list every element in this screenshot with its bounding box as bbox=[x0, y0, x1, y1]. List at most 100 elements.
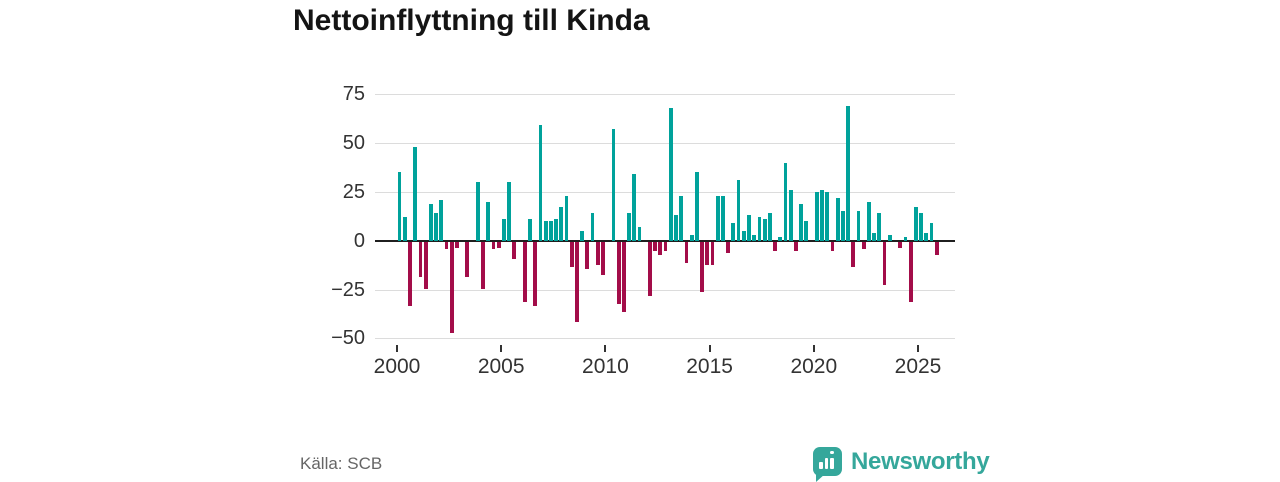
bar bbox=[548, 221, 553, 241]
bar bbox=[882, 241, 887, 285]
bar bbox=[679, 195, 684, 241]
bar bbox=[580, 230, 585, 241]
bar bbox=[402, 217, 407, 241]
bar bbox=[496, 241, 501, 248]
bar bbox=[861, 241, 866, 250]
bar bbox=[684, 241, 689, 264]
bar bbox=[486, 201, 491, 241]
bar bbox=[632, 174, 637, 241]
bar bbox=[475, 182, 480, 241]
y-axis-label: −50 bbox=[331, 327, 365, 350]
bar bbox=[856, 211, 861, 241]
bar bbox=[705, 241, 710, 266]
gridline bbox=[375, 191, 955, 193]
x-axis-tick bbox=[604, 345, 607, 352]
x-axis-label: 2000 bbox=[373, 355, 421, 378]
bar bbox=[465, 241, 470, 277]
x-axis-tick bbox=[500, 345, 503, 352]
logo-bar-icon bbox=[830, 458, 834, 469]
bar bbox=[799, 203, 804, 241]
bar bbox=[804, 221, 809, 241]
bar bbox=[778, 236, 783, 241]
bar bbox=[637, 227, 642, 241]
logo-dot-icon bbox=[830, 450, 834, 454]
bar bbox=[444, 241, 449, 250]
logo-bar-icon bbox=[824, 458, 828, 469]
bar bbox=[668, 107, 673, 241]
bar bbox=[773, 241, 777, 252]
bar bbox=[715, 195, 720, 241]
bar bbox=[710, 241, 715, 266]
x-axis-tick bbox=[812, 345, 815, 352]
bar bbox=[439, 199, 444, 241]
bar bbox=[908, 241, 913, 303]
bar bbox=[528, 219, 532, 241]
bar bbox=[522, 241, 527, 303]
bar bbox=[840, 211, 845, 241]
x-axis-label: 2015 bbox=[686, 355, 733, 378]
bar bbox=[694, 172, 699, 241]
x-axis-tick bbox=[917, 345, 919, 352]
bar bbox=[726, 241, 731, 254]
bar bbox=[397, 172, 402, 241]
bar bbox=[924, 232, 929, 241]
bar bbox=[554, 219, 558, 241]
gridline bbox=[375, 338, 955, 340]
bar bbox=[867, 201, 871, 241]
bar bbox=[757, 217, 762, 241]
bar bbox=[423, 241, 428, 289]
y-axis-label: 0 bbox=[353, 229, 365, 252]
bar bbox=[663, 241, 668, 252]
bar bbox=[830, 241, 835, 252]
y-axis-label: 50 bbox=[342, 132, 365, 155]
bar bbox=[648, 241, 652, 297]
x-axis-label: 2005 bbox=[477, 355, 525, 378]
bar bbox=[767, 213, 772, 241]
bar bbox=[898, 241, 903, 248]
bar bbox=[575, 241, 579, 322]
bar bbox=[543, 221, 548, 241]
bar bbox=[569, 241, 574, 268]
bar bbox=[788, 189, 793, 241]
bar bbox=[491, 241, 496, 250]
bar bbox=[741, 230, 746, 241]
bar bbox=[674, 215, 678, 241]
bar bbox=[408, 241, 412, 307]
bar bbox=[877, 213, 882, 241]
bar bbox=[418, 241, 423, 277]
bar bbox=[595, 241, 600, 266]
bar bbox=[533, 241, 538, 307]
bar bbox=[564, 195, 569, 241]
bar bbox=[762, 219, 767, 241]
bar bbox=[449, 241, 454, 334]
bar bbox=[736, 180, 741, 241]
bar bbox=[721, 195, 725, 241]
newsworthy-logo-icon bbox=[813, 447, 842, 482]
bar bbox=[903, 236, 908, 241]
bar bbox=[627, 213, 631, 241]
bar bbox=[919, 213, 923, 241]
gridline bbox=[375, 94, 955, 96]
bar bbox=[585, 241, 590, 270]
bar bbox=[658, 241, 663, 256]
x-axis-label: 2025 bbox=[894, 355, 942, 378]
bar bbox=[851, 241, 856, 268]
bar bbox=[872, 232, 877, 241]
bar bbox=[689, 234, 694, 241]
logo-bar-icon bbox=[819, 462, 823, 469]
x-axis-label: 2020 bbox=[790, 355, 838, 378]
bar bbox=[616, 241, 621, 305]
gridline bbox=[375, 289, 955, 291]
y-axis-label: 25 bbox=[342, 180, 365, 203]
bar bbox=[747, 215, 751, 241]
bar bbox=[825, 191, 830, 241]
chart-title: Nettoinflyttning till Kinda bbox=[293, 4, 650, 37]
bar bbox=[731, 223, 736, 241]
bar bbox=[601, 241, 605, 275]
bar bbox=[455, 241, 459, 248]
bar bbox=[590, 213, 595, 241]
source-note: Källa: SCB bbox=[300, 454, 383, 473]
bar bbox=[413, 146, 418, 241]
bar bbox=[700, 241, 704, 293]
bar bbox=[887, 234, 892, 241]
